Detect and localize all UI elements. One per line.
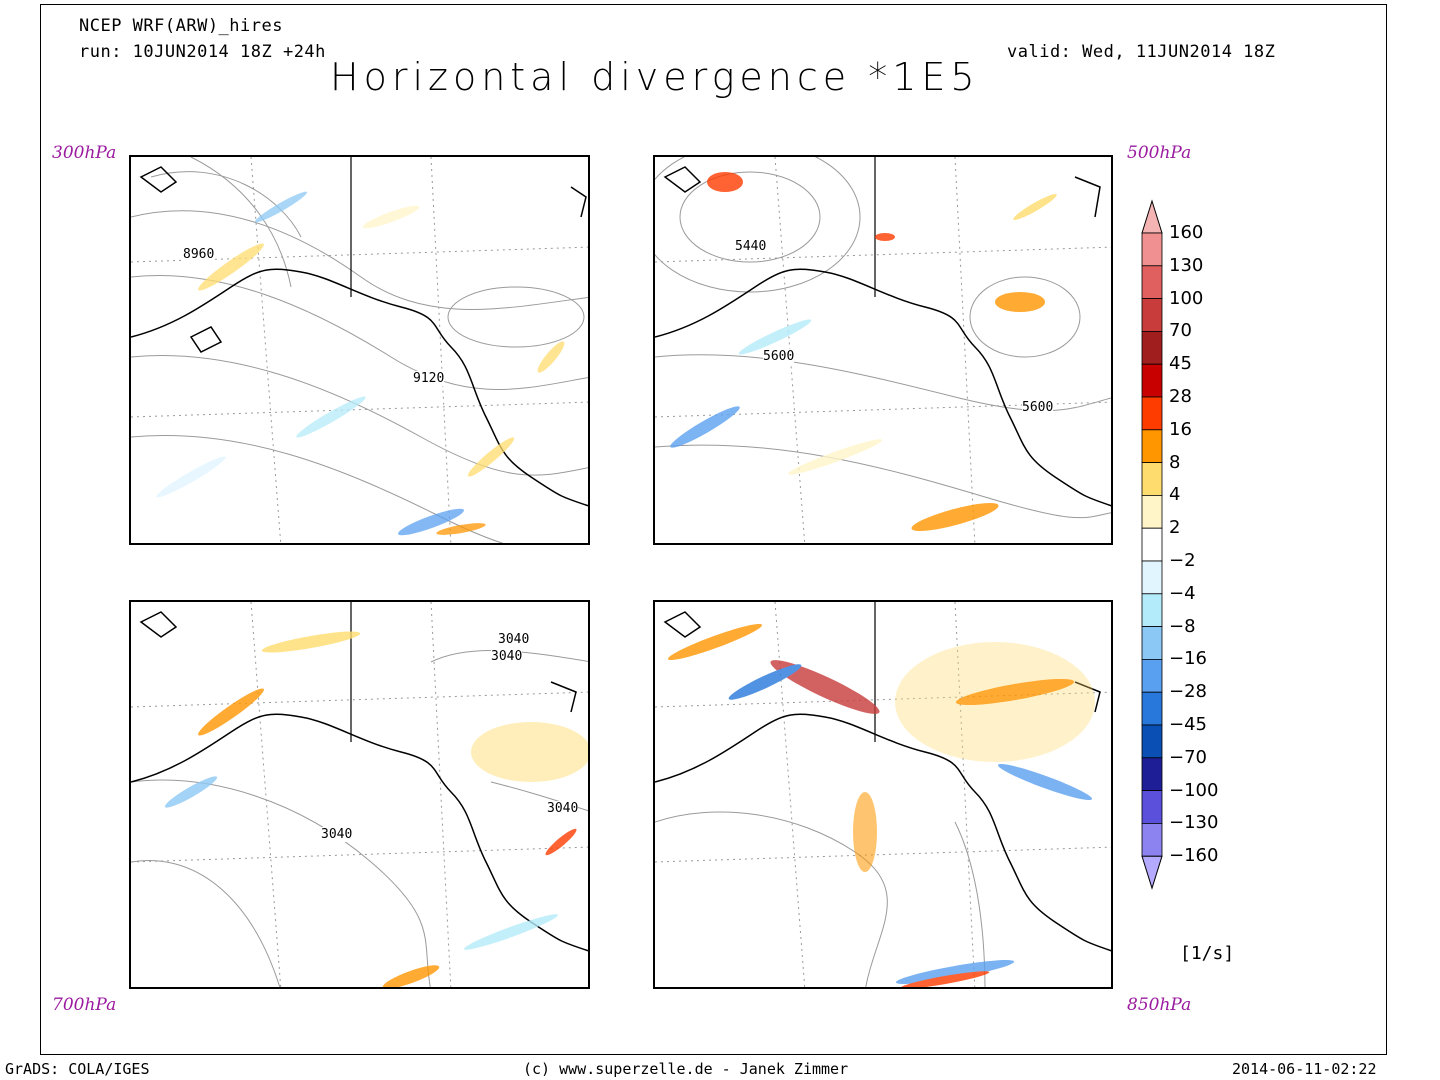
map-300hpa-graphic [131,157,588,543]
colorbar-tick-label: 130 [1169,254,1204,276]
colorbar-swatch [1141,494,1163,529]
contour-label: 5440 [735,239,767,254]
colorbar-tick-label: 2 [1169,517,1181,539]
colorbar-tick-label: 16 [1169,418,1192,440]
map-700hpa-graphic [131,602,588,987]
colorbar-swatch [1141,330,1163,365]
colorbar-tick-label: −70 [1169,746,1207,768]
colorbar-swatch [1141,298,1163,332]
contour-label: 3040 [491,649,523,664]
colorbar-tick-label: 100 [1169,287,1204,309]
colorbar-swatch [1141,691,1163,726]
colorbar-tick-label: −45 [1169,714,1207,735]
map-850hpa-graphic [655,602,1111,987]
colorbar-swatch [1141,265,1163,300]
contour-label: 5600 [763,349,795,364]
colorbar-unit: [1/s] [1180,943,1235,964]
colorbar-tick-label: −2 [1169,550,1196,571]
level-label-850: 850hPa [1127,995,1192,1015]
colorbar-tick-label: 8 [1169,451,1181,473]
level-label-700: 700hPa [52,995,117,1015]
map-panel-700hpa: 3040 3040 3040 3040 [129,600,590,989]
footer-timestamp: 2014-06-11-02:22 [1232,1060,1377,1078]
colorbar-swatch [1141,232,1163,267]
colorbar-swatch [1141,626,1163,660]
colorbar-tick-label: −100 [1169,779,1219,801]
footer-left: GrADS: COLA/IGES [5,1060,150,1078]
colorbar-tick-label: 28 [1169,386,1192,407]
level-label-300: 300hPa [52,143,117,163]
colorbar-tick-label: 70 [1169,320,1192,342]
colorbar [1141,199,1163,890]
map-500hpa-graphic [655,157,1111,543]
colorbar-tick-label: −130 [1169,812,1219,834]
colorbar-swatch [1141,363,1163,398]
colorbar-swatch [1141,790,1163,824]
colorbar-swatch [1141,429,1163,464]
colorbar-swatch [1141,560,1163,595]
colorbar-tick-label: −8 [1169,615,1196,637]
contour-label: 3040 [498,632,530,647]
colorbar-tick-label: 160 [1169,222,1204,243]
colorbar-tick-label: −160 [1169,845,1219,867]
map-title: Horizontal divergence *1E5 [330,55,980,99]
colorbar-tick-label: 45 [1169,353,1192,375]
model-name: NCEP WRF(ARW)_hires [79,16,283,36]
map-panel-850hpa [653,600,1113,989]
colorbar-tick-label: −16 [1169,648,1207,670]
contour-label: 8960 [183,247,215,262]
plot-frame [40,4,1387,1055]
colorbar-tick-label: −28 [1169,681,1207,703]
contour-label: 9120 [413,371,445,386]
colorbar-swatches [1141,199,1163,890]
colorbar-tick-label: 4 [1169,484,1181,506]
colorbar-bottom-arrow [1141,855,1163,890]
colorbar-swatch [1141,527,1163,562]
colorbar-swatch [1141,724,1163,759]
level-label-500: 500hPa [1127,143,1192,163]
colorbar-swatch [1141,757,1163,791]
colorbar-swatch [1141,396,1163,431]
map-panel-500hpa: 5440 5600 5600 [653,155,1113,545]
valid-time: valid: Wed, 11JUN2014 18Z [1007,42,1276,62]
colorbar-swatch [1141,593,1163,627]
map-panel-300hpa: 8960 9120 [129,155,590,545]
colorbar-swatch [1141,462,1163,496]
colorbar-swatch [1141,823,1163,857]
contour-label: 3040 [547,801,579,816]
run-info: run: 10JUN2014 18Z +24h [79,42,326,62]
colorbar-swatch [1141,658,1163,693]
contour-label: 3040 [321,827,353,842]
footer-credit: (c) www.superzelle.de - Janek Zimmer [523,1060,849,1078]
contour-label: 5600 [1022,400,1054,415]
colorbar-tick-label: −4 [1169,582,1196,604]
colorbar-top-arrow [1141,199,1163,234]
